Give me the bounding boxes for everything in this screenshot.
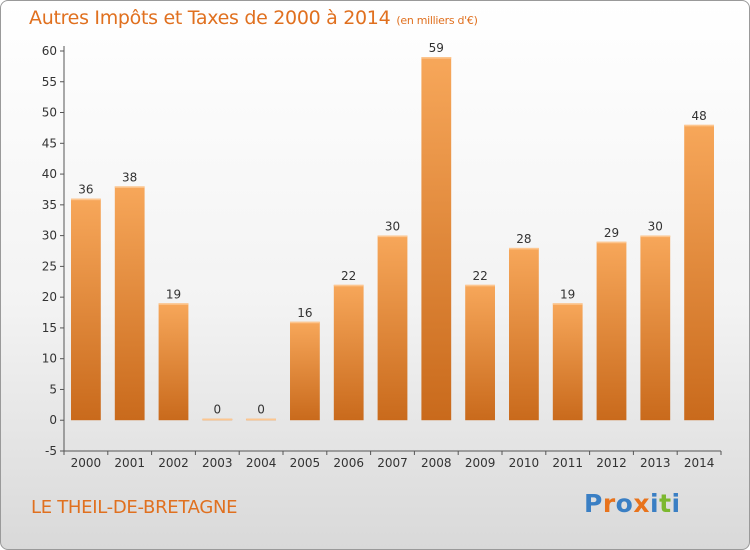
bar-2012 xyxy=(596,241,627,421)
bar-top-highlight xyxy=(246,418,276,421)
data-label-2012: 29 xyxy=(604,226,619,240)
x-tick-label: 2007 xyxy=(377,456,408,470)
y-tick-label: 0 xyxy=(49,413,57,427)
bar-top-highlight xyxy=(596,241,627,244)
data-label-2011: 19 xyxy=(560,287,575,301)
x-tick-label: 2009 xyxy=(465,456,496,470)
bar-top-highlight xyxy=(684,124,714,127)
y-tick-label: 20 xyxy=(42,290,57,304)
y-tick-label: 60 xyxy=(42,44,57,58)
x-tick-label: 2005 xyxy=(290,456,321,470)
data-label-2007: 30 xyxy=(385,220,400,234)
bar-2008 xyxy=(421,57,452,421)
data-label-2010: 28 xyxy=(516,232,531,246)
data-label-2006: 22 xyxy=(341,269,356,283)
logo-letter: P xyxy=(584,489,603,518)
data-label-2005: 16 xyxy=(297,306,312,320)
chart-bars xyxy=(71,57,714,421)
place-name: LE THEIL-DE-BRETAGNE xyxy=(31,497,238,518)
x-tick-label: 2014 xyxy=(684,456,715,470)
bar-2009 xyxy=(465,284,495,421)
bar-2013 xyxy=(640,235,671,421)
chart-title-text: Autres Impôts et Taxes de 2000 à 2014 xyxy=(29,7,391,29)
x-tick-label: 2003 xyxy=(202,456,233,470)
bar-top-highlight xyxy=(158,303,189,305)
bar-2001 xyxy=(114,186,145,421)
bar-top-highlight xyxy=(290,321,320,324)
y-tick-label: 30 xyxy=(42,229,57,243)
data-label-2014: 48 xyxy=(691,109,706,123)
y-tick-label: 50 xyxy=(42,106,57,120)
bar-top-highlight xyxy=(640,235,671,238)
bar-top-highlight xyxy=(333,284,364,287)
bar-2014 xyxy=(684,124,714,421)
bar-2011 xyxy=(552,303,583,421)
data-label-2003: 0 xyxy=(213,403,221,417)
x-tick-label: 2000 xyxy=(71,456,102,470)
bar-2002 xyxy=(158,303,189,421)
logo-letter: t xyxy=(659,489,672,518)
bar-top-highlight xyxy=(421,57,452,59)
bar-top-highlight xyxy=(377,235,408,238)
x-tick-label: 2001 xyxy=(114,456,145,470)
bar-2006 xyxy=(333,284,364,421)
x-tick-label: 2010 xyxy=(509,456,540,470)
y-tick-label: -5 xyxy=(45,444,57,458)
x-tick-label: 2008 xyxy=(421,456,452,470)
data-label-2001: 38 xyxy=(122,170,137,184)
chart-axes: -5 0 5 10 15 20 25 30 35 40 45 50 55 60 2000 2001 2002 20… xyxy=(42,44,722,470)
x-tick-label: 2006 xyxy=(333,456,364,470)
y-tick-label: 10 xyxy=(42,352,57,366)
data-label-2000: 36 xyxy=(78,183,93,197)
proxiti-logo: Proxiti xyxy=(584,489,681,518)
logo-letter: r xyxy=(602,489,616,518)
x-tick-label: 2004 xyxy=(246,456,277,470)
bar-top-highlight xyxy=(71,198,101,201)
data-label-2004: 0 xyxy=(257,403,265,417)
chart-title: Autres Impôts et Taxes de 2000 à 2014 (en… xyxy=(29,7,478,29)
x-tick-label: 2012 xyxy=(596,456,627,470)
bar-top-highlight xyxy=(465,284,495,287)
chart-labels: 36 38 19 0 0 16 22 30 59 22 28 19 29 30 48 xyxy=(78,41,706,417)
logo-letter: i xyxy=(650,489,660,518)
bar-top-highlight xyxy=(114,186,145,188)
y-tick-label: 15 xyxy=(42,321,57,335)
bar-2005 xyxy=(290,321,320,421)
bar-2010 xyxy=(509,247,539,421)
y-tick-label: 55 xyxy=(42,75,57,89)
y-tick-label: 5 xyxy=(49,382,57,396)
y-tick-label: 40 xyxy=(42,167,57,181)
chart-subtitle: (en milliers d'€) xyxy=(396,14,478,27)
bar-top-highlight xyxy=(552,303,583,305)
data-label-2008: 59 xyxy=(429,41,444,55)
y-tick-label: 45 xyxy=(42,136,57,150)
bar-2000 xyxy=(71,198,101,421)
y-tick-label: 35 xyxy=(42,198,57,212)
data-label-2013: 30 xyxy=(648,220,663,234)
bar-top-highlight xyxy=(202,418,233,421)
bar-2007 xyxy=(377,235,408,421)
logo-letter: x xyxy=(633,489,650,518)
logo-letter: o xyxy=(615,489,634,518)
data-label-2002: 19 xyxy=(166,287,181,301)
y-tick-label: 25 xyxy=(42,259,57,273)
x-tick-label: 2011 xyxy=(552,456,583,470)
x-tick-label: 2002 xyxy=(158,456,189,470)
data-label-2009: 22 xyxy=(472,269,487,283)
bar-top-highlight xyxy=(509,247,539,250)
x-tick-label: 2013 xyxy=(640,456,671,470)
logo-letter: i xyxy=(671,489,681,518)
